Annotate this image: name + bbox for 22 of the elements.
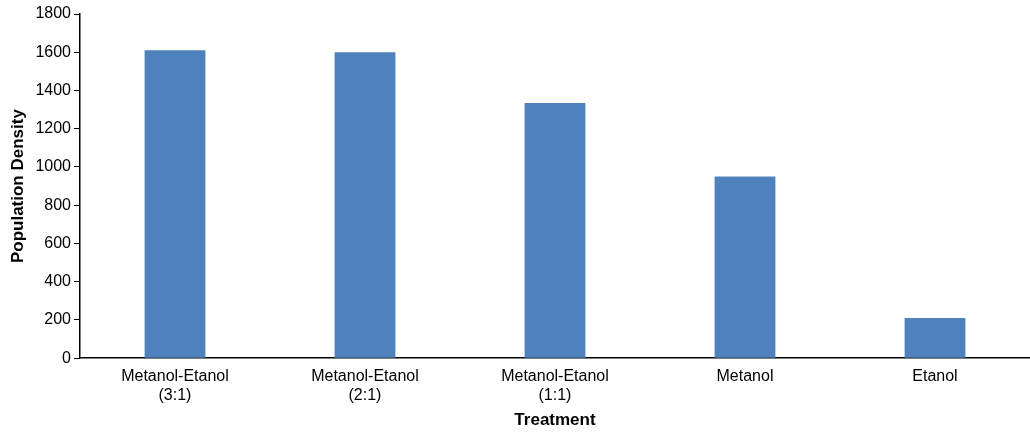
x-tick-label: Etanol — [912, 367, 958, 385]
y-tick-label: 400 — [44, 272, 72, 290]
x-tick-label: Metanol-Etanol (1:1) — [501, 367, 609, 404]
y-tick-label: 800 — [44, 195, 72, 213]
y-tick-label: 1400 — [35, 80, 72, 98]
y-tick-label: 1600 — [35, 42, 72, 60]
y-tick-label: 1200 — [35, 119, 72, 137]
y-axis-title: Population Density — [7, 108, 27, 264]
bar — [714, 176, 776, 358]
x-tick-label: Metanol-Etanol (3:1) — [121, 367, 229, 404]
y-tick-label: 1000 — [35, 157, 72, 175]
y-tick-label: 600 — [44, 233, 72, 251]
y-tick-label: 1800 — [35, 4, 72, 22]
bar — [144, 50, 206, 358]
bar — [524, 102, 586, 358]
x-tick-label: Metanol — [716, 367, 774, 385]
bar — [904, 318, 966, 358]
bar — [334, 52, 396, 358]
y-tick-label: 200 — [44, 310, 72, 328]
x-axis-title: Treatment — [514, 410, 596, 430]
y-tick-label: 0 — [62, 348, 72, 366]
x-tick-label: Metanol-Etanol (2:1) — [311, 367, 419, 404]
